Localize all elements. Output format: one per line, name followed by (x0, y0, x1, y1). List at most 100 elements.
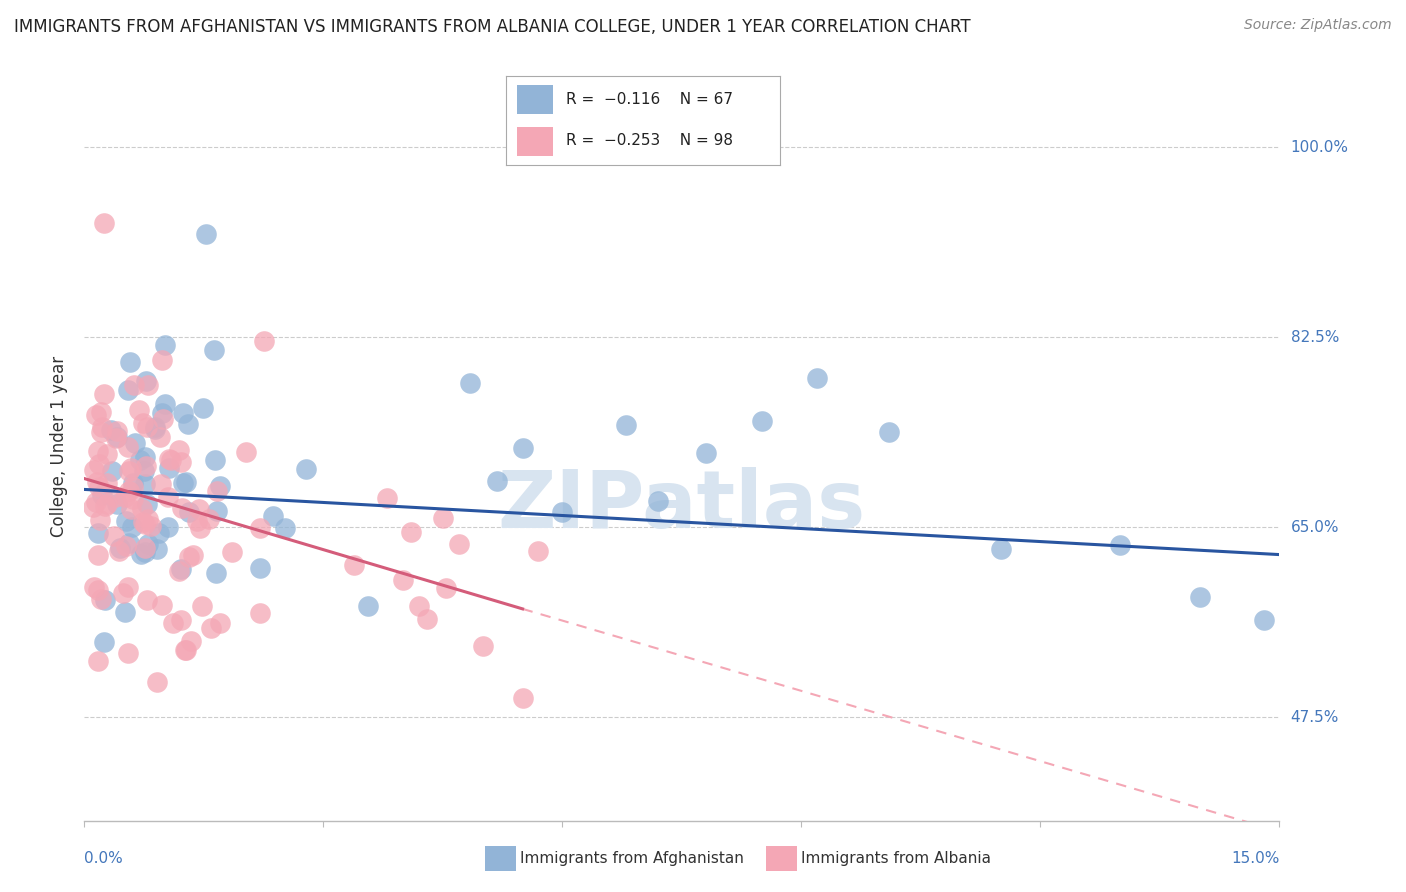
FancyBboxPatch shape (517, 85, 553, 114)
Text: IMMIGRANTS FROM AFGHANISTAN VS IMMIGRANTS FROM ALBANIA COLLEGE, UNDER 1 YEAR COR: IMMIGRANTS FROM AFGHANISTAN VS IMMIGRANT… (14, 18, 970, 36)
Point (111, 586, 134, 600)
Point (129, 452, 152, 467)
Point (87, 480, 110, 494)
Point (458, 376, 481, 391)
Point (118, 536, 141, 550)
Point (408, 599, 430, 613)
Point (1188, 591, 1211, 605)
Point (751, 414, 773, 428)
Point (134, 450, 156, 464)
Point (153, 397, 176, 411)
Point (170, 501, 193, 516)
Point (152, 412, 174, 426)
Point (104, 431, 127, 445)
Point (90, 420, 112, 434)
Text: 15.0%: 15.0% (1232, 851, 1279, 866)
Point (235, 445, 257, 459)
Point (87, 443, 110, 458)
Point (135, 593, 157, 607)
Point (187, 501, 209, 516)
Point (86, 475, 108, 490)
Point (136, 537, 159, 551)
Point (122, 378, 145, 392)
Point (87, 583, 110, 598)
Point (1109, 539, 1132, 553)
Point (93, 216, 115, 230)
Point (132, 464, 155, 478)
Point (84, 494, 107, 508)
Point (86, 548, 108, 562)
Point (399, 525, 422, 540)
Point (122, 479, 145, 493)
Point (105, 430, 128, 444)
Point (121, 476, 143, 491)
Point (877, 425, 900, 440)
Point (172, 475, 194, 490)
Point (990, 541, 1012, 556)
Point (89, 513, 111, 527)
Point (200, 621, 222, 635)
Point (104, 491, 127, 505)
Point (447, 536, 470, 550)
Point (107, 543, 129, 558)
Point (148, 525, 170, 540)
Point (121, 519, 143, 533)
Point (162, 616, 184, 631)
Point (176, 417, 198, 431)
Point (647, 494, 669, 508)
Point (86, 655, 108, 669)
Text: Immigrants from Afghanistan: Immigrants from Afghanistan (520, 851, 744, 865)
Text: 65.0%: 65.0% (1291, 520, 1339, 535)
Point (90, 488, 112, 502)
Point (145, 420, 167, 434)
Point (117, 440, 139, 454)
Point (82, 500, 104, 515)
Point (195, 227, 218, 242)
Point (124, 436, 146, 450)
Point (96, 497, 118, 511)
Point (156, 520, 179, 534)
Point (143, 422, 166, 436)
Point (135, 497, 157, 511)
Point (221, 545, 243, 559)
Point (96, 476, 118, 491)
Text: 0.0%: 0.0% (84, 851, 124, 866)
Point (108, 541, 131, 555)
Point (486, 474, 509, 488)
Point (87, 526, 110, 541)
Point (295, 462, 318, 476)
Point (90, 404, 112, 418)
Point (157, 490, 180, 504)
Point (93, 387, 115, 401)
Point (160, 453, 183, 467)
Text: Immigrants from Albania: Immigrants from Albania (801, 851, 991, 865)
Point (132, 515, 155, 529)
Point (157, 452, 180, 467)
Point (434, 581, 457, 595)
Point (188, 521, 211, 535)
Point (117, 383, 139, 397)
Point (172, 406, 194, 420)
Point (432, 510, 454, 524)
Point (202, 343, 225, 357)
Point (179, 550, 201, 565)
Point (205, 503, 228, 517)
Text: R =  −0.116    N = 67: R = −0.116 N = 67 (567, 93, 734, 107)
Point (204, 566, 226, 580)
Point (117, 580, 139, 594)
Point (170, 613, 193, 627)
Point (551, 505, 574, 519)
Point (174, 475, 197, 490)
Point (527, 543, 550, 558)
Text: ZIPatlas: ZIPatlas (498, 467, 866, 545)
Point (146, 541, 169, 556)
Point (153, 338, 176, 352)
Point (150, 353, 173, 368)
Point (209, 615, 232, 630)
Point (94, 499, 117, 513)
Point (129, 547, 152, 561)
Point (132, 417, 155, 431)
Point (96, 447, 118, 461)
Point (191, 401, 214, 416)
Point (169, 562, 191, 576)
